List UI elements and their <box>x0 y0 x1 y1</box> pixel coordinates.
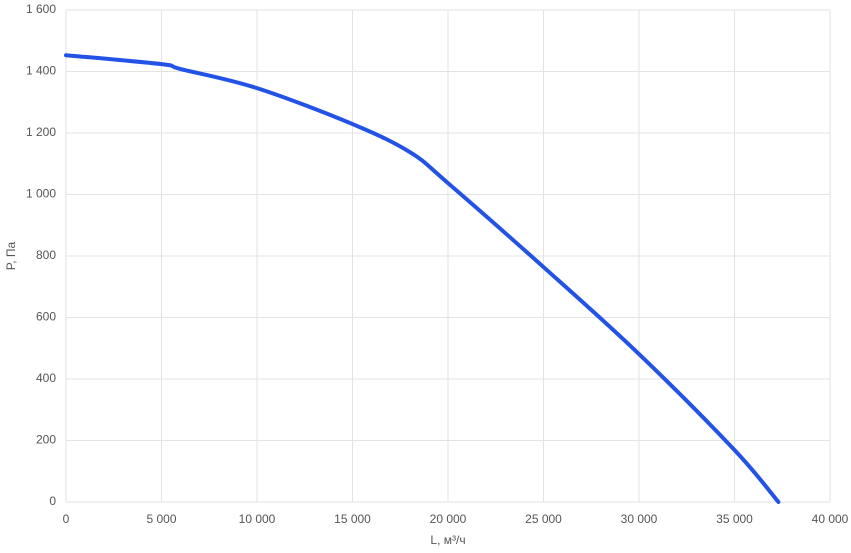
x-tick-label: 35 000 <box>716 512 753 526</box>
y-tick-label: 1 600 <box>26 2 56 16</box>
y-tick-label: 400 <box>36 371 56 385</box>
data-line <box>64 53 781 504</box>
x-tick-label: 10 000 <box>239 512 276 526</box>
x-tick-label: 5 000 <box>146 512 176 526</box>
x-tick-label: 40 000 <box>812 512 849 526</box>
x-tick-label: 15 000 <box>334 512 371 526</box>
y-tick-label: 600 <box>36 310 56 324</box>
y-tick-label: 1 400 <box>26 64 56 78</box>
y-tick-label: 200 <box>36 433 56 447</box>
x-tick-label: 25 000 <box>525 512 562 526</box>
y-tick-label: 1 000 <box>26 187 56 201</box>
y-tick-label: 800 <box>36 248 56 262</box>
x-tick-label: 30 000 <box>621 512 658 526</box>
y-tick-label: 1 200 <box>26 125 56 139</box>
y-axis-label: P, Па <box>4 241 18 270</box>
y-tick-label: 0 <box>49 494 56 508</box>
x-axis-label: L, м³/ч <box>430 533 465 547</box>
x-tick-label: 20 000 <box>430 512 467 526</box>
x-tick-label: 0 <box>63 512 70 526</box>
